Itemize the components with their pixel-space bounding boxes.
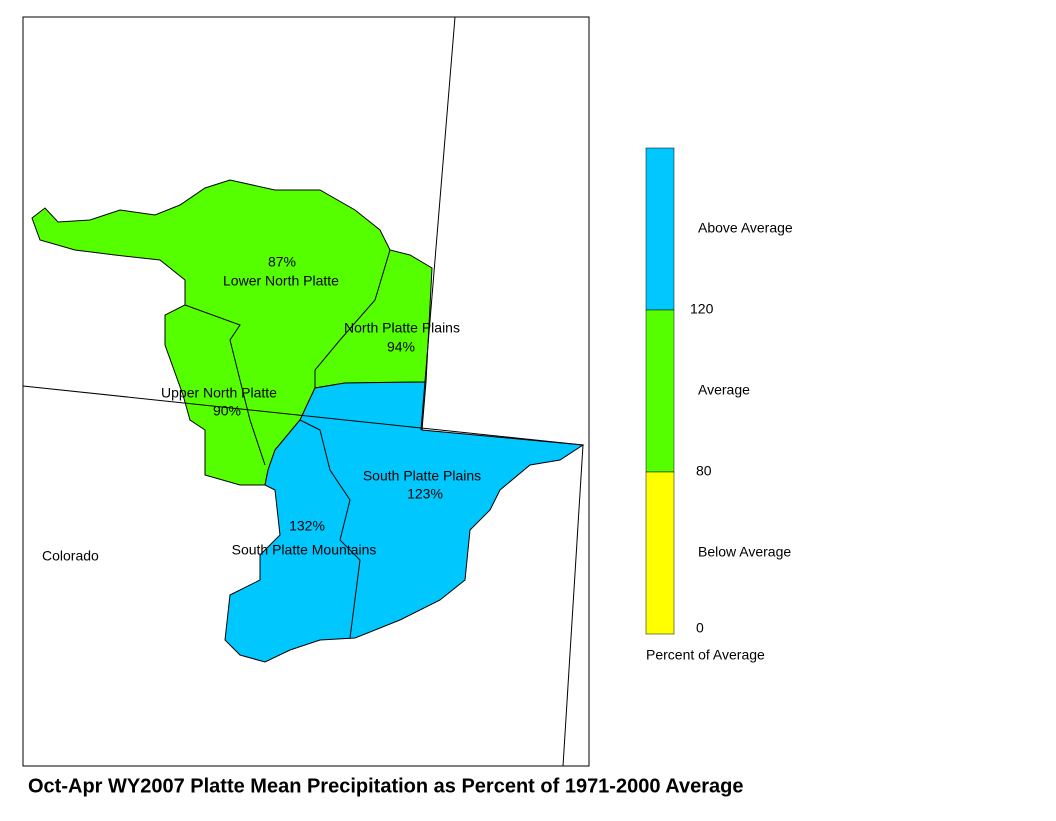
region-name: South Platte Mountains: [232, 542, 377, 558]
legend-swatch: [645, 471, 675, 635]
blue-basins: [224, 381, 585, 663]
region-value: 123%: [407, 486, 443, 502]
state-label: Colorado: [42, 548, 99, 564]
legend-break: 80: [696, 463, 712, 479]
state-border: [22, 385, 584, 446]
legend-title: Percent of Average: [646, 647, 765, 663]
legend-break: 120: [690, 301, 714, 317]
region-name: North Platte Plains: [344, 320, 460, 336]
region-value: 94%: [387, 339, 415, 355]
state-border: [562, 444, 584, 767]
legend-label: Below Average: [698, 544, 791, 560]
state-border: [420, 16, 456, 431]
basin-boundary: [314, 249, 391, 388]
legend-swatch: [645, 309, 675, 473]
basin-boundary: [299, 419, 361, 639]
region-name: South Platte Plains: [363, 468, 481, 484]
region-name: Lower North Platte: [223, 273, 339, 289]
legend-label: Above Average: [698, 220, 793, 236]
region-value: 90%: [213, 403, 241, 419]
legend: Above Average Average Below Average 120 80 0: [645, 147, 793, 636]
region-name: Upper North Platte: [161, 385, 277, 401]
basin-boundary: [184, 304, 266, 466]
region-value: 87%: [268, 254, 296, 270]
map-title: Oct-Apr WY2007 Platte Mean Precipitation…: [28, 775, 743, 797]
region-value: 132%: [289, 518, 325, 534]
legend-label: Average: [698, 382, 750, 398]
legend-swatch: [645, 147, 675, 311]
legend-break: 0: [696, 620, 704, 636]
